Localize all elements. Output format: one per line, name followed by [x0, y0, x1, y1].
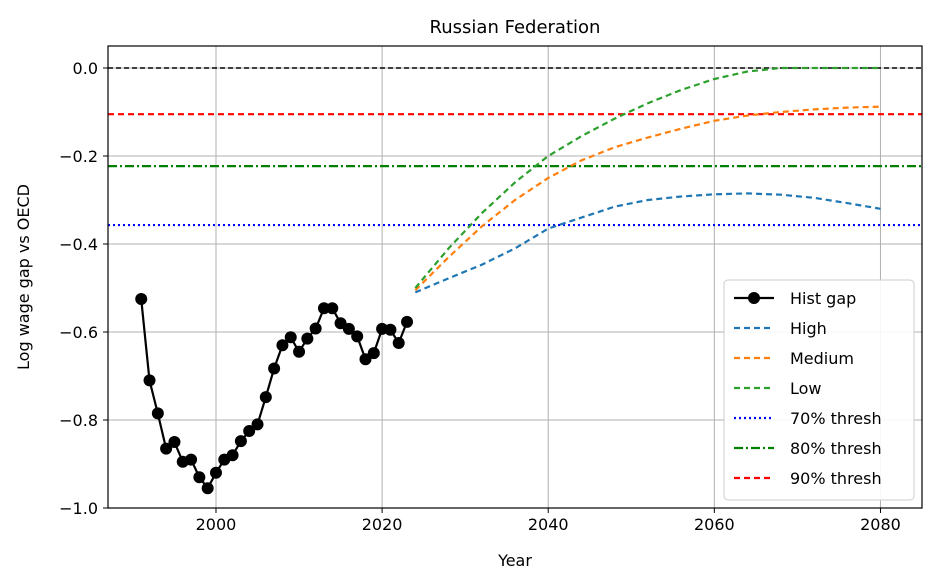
legend-label: Hist gap [790, 289, 856, 308]
data-point [384, 323, 397, 336]
data-point [284, 331, 297, 344]
data-point [317, 302, 330, 315]
threshold-lines-layer [108, 67, 922, 227]
data-point [193, 471, 206, 484]
data-point [276, 339, 289, 352]
x-tick-label: 2000 [196, 515, 237, 534]
chart-title: Russian Federation [430, 17, 601, 38]
x-tick-label: 2080 [860, 515, 901, 534]
data-point [326, 302, 339, 315]
legend-label: High [790, 319, 827, 338]
legend: Hist gap High Medium Low 70% thresh 80% thres… [723, 279, 915, 501]
plot-frame [107, 45, 923, 509]
data-point [251, 418, 264, 431]
data-point [209, 466, 222, 479]
legend-label: 80% thresh [790, 439, 882, 458]
x-tick-label: 2040 [528, 515, 569, 534]
y-tick-label: −0.4 [59, 235, 98, 254]
x-tick-label: 2020 [362, 515, 403, 534]
y-tick-label: −0.6 [59, 323, 98, 342]
data-point [201, 482, 214, 495]
data-point [168, 436, 181, 448]
data-point [342, 322, 355, 335]
data-point [401, 315, 414, 328]
y-tick-label: −0.2 [59, 147, 98, 166]
x-tick-label: 2060 [694, 515, 735, 534]
data-point [392, 337, 405, 349]
data-point [351, 330, 364, 343]
data-point [143, 374, 156, 387]
data-point [301, 332, 314, 345]
data-point [367, 347, 380, 360]
series-line-2 [414, 105, 881, 291]
data-point [309, 322, 322, 335]
tick-layer: 2000 2020 2040 2060 2080 −1.0 −0.8 −0.6 −0.4 −0.2… [59, 59, 901, 534]
data-point [293, 345, 306, 358]
y-tick-label: 0.0 [73, 59, 98, 78]
data-point [135, 293, 148, 305]
series-line-1 [414, 192, 881, 294]
series-line-3 [414, 66, 881, 289]
data-point [268, 362, 281, 375]
legend-box [723, 279, 915, 501]
series-layer [135, 66, 881, 495]
legend-marker [748, 292, 760, 304]
data-point [259, 391, 272, 404]
x-axis-label: Year [497, 551, 532, 570]
legend-label: 90% thresh [790, 469, 882, 488]
legend-label: 70% thresh [790, 409, 882, 428]
legend-label: Low [790, 379, 822, 398]
data-point [226, 449, 239, 462]
data-point [359, 353, 372, 366]
data-point [185, 453, 198, 466]
y-tick-label: −1.0 [59, 499, 98, 518]
legend-label: Medium [790, 349, 854, 368]
data-point [234, 435, 247, 448]
y-axis-label: Log wage gap vs OECD [14, 184, 33, 370]
data-point [151, 407, 164, 420]
data-point [243, 425, 256, 437]
y-tick-label: −0.8 [59, 411, 98, 430]
data-point [160, 442, 173, 455]
